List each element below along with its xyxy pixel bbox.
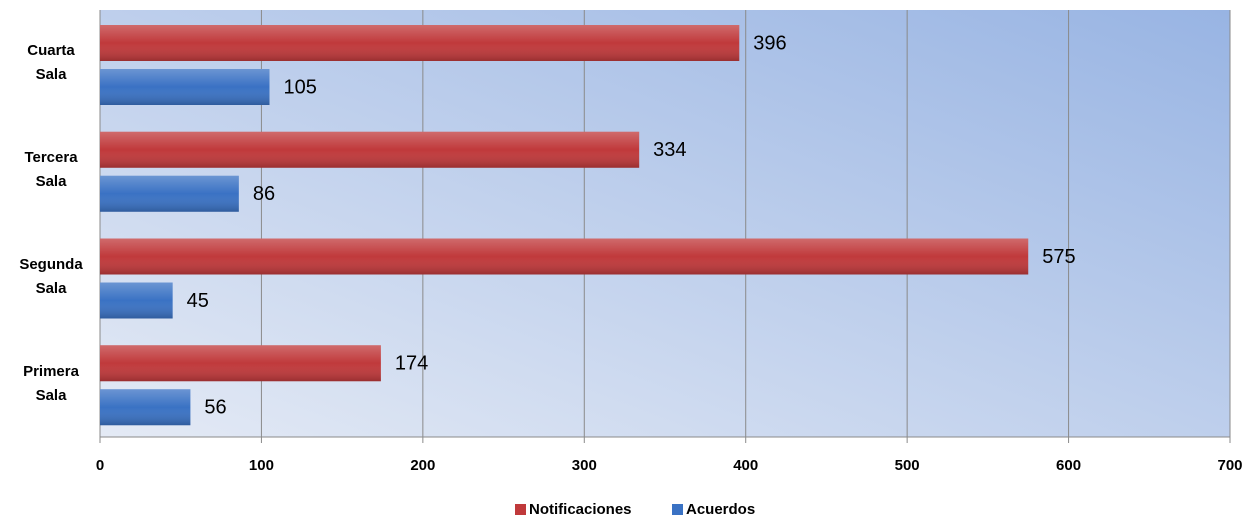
bar-shade: [100, 345, 381, 382]
data-label: 334: [653, 139, 686, 161]
y-tick-label: Tercera Sala: [24, 149, 78, 191]
data-label: 105: [284, 76, 317, 98]
data-label: 56: [204, 397, 226, 419]
bar-shade: [100, 282, 173, 319]
y-tick-label: Cuarta Sala: [27, 42, 75, 84]
x-tick-label: 100: [249, 457, 274, 474]
legend-label: Acuerdos: [686, 501, 755, 518]
bar-shade: [100, 25, 740, 61]
data-label: 174: [395, 353, 428, 375]
bar-shade: [100, 238, 1029, 275]
y-tick-label: Segunda Sala: [19, 255, 83, 297]
x-tick-label: 600: [1056, 457, 1081, 474]
bar-shade: [100, 131, 640, 168]
y-tick-label: Primera Sala: [23, 362, 79, 404]
bar-shade: [100, 69, 270, 105]
data-label: 575: [1042, 246, 1075, 268]
data-label: 396: [753, 32, 786, 54]
x-tick-label: 700: [1217, 457, 1242, 474]
x-tick-label: 300: [572, 457, 597, 474]
x-tick-label: 200: [410, 457, 435, 474]
data-label: 86: [253, 183, 275, 205]
legend-swatch: [515, 504, 526, 515]
x-tick-label: 500: [895, 457, 920, 474]
data-label: 45: [187, 290, 209, 312]
x-tick-label: 0: [96, 457, 104, 474]
x-tick-label: 400: [733, 457, 758, 474]
bar-shade: [100, 389, 191, 426]
bar-shade: [100, 175, 239, 212]
legend-label: Notificaciones: [529, 501, 632, 518]
legend-swatch: [672, 504, 683, 515]
